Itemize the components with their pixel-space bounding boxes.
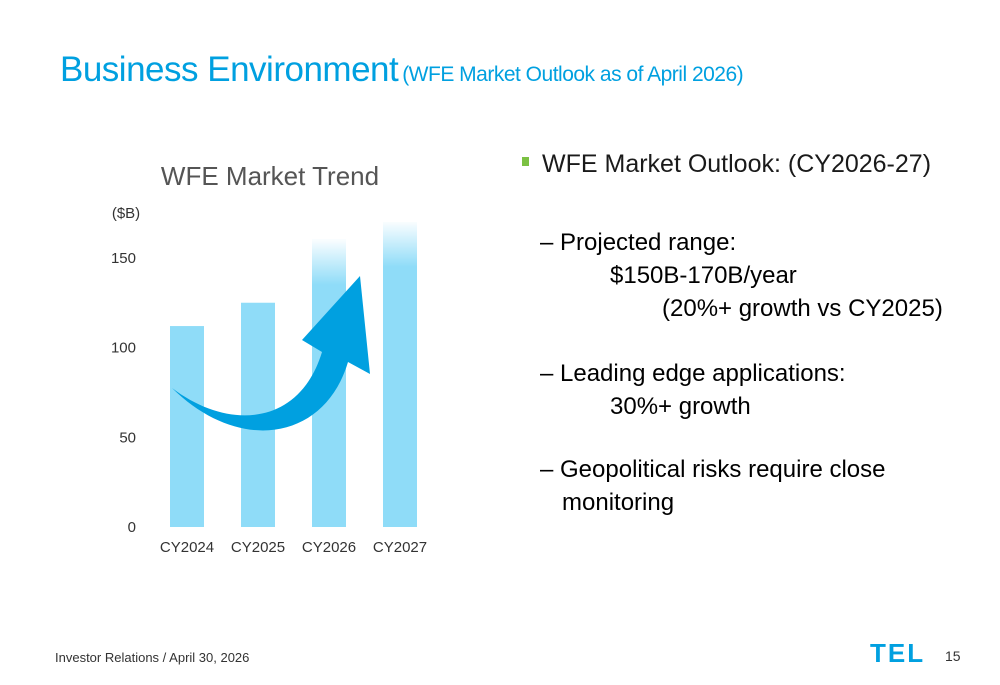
projected-range-label: – Projected range: (540, 229, 737, 256)
slide-title: Business Environment (WFE Market Outlook… (60, 50, 744, 90)
title-main: Business Environment (60, 50, 399, 89)
y-axis-label: ($B) (112, 205, 140, 222)
x-tick-label: CY2026 (302, 539, 356, 556)
footer-text: Investor Relations / April 30, 2026 (55, 650, 250, 665)
x-tick-label: CY2025 (231, 539, 285, 556)
chart-title: WFE Market Trend (161, 161, 379, 191)
tel-logo: TEL (870, 638, 925, 669)
page-number: 15 (945, 648, 961, 664)
logo-text: TEL (870, 638, 926, 668)
bar-fade-cy2026 (312, 239, 346, 285)
geopolitical-line-1: – Geopolitical risks require close (540, 456, 886, 483)
bar-fade-cy2027 (383, 222, 417, 267)
y-tick-label: 50 (119, 429, 136, 446)
leading-edge-label: – Leading edge applications: (540, 360, 846, 387)
x-tick-label: CY2024 (160, 539, 214, 556)
y-tick-label: 100 (111, 340, 136, 357)
y-tick-label: 150 (111, 250, 136, 267)
projected-range-value: $150B-170B/year (610, 262, 797, 289)
projected-range-growth: (20%+ growth vs CY2025) (662, 295, 943, 322)
growth-arrow-icon (172, 276, 370, 431)
outlook-panel: WFE Market Outlook: (CY2026-27) (522, 150, 982, 179)
outlook-heading-text: WFE Market Outlook: (CY2026-27) (542, 150, 932, 178)
geopolitical-line-2: monitoring (562, 489, 675, 516)
title-subtitle: (WFE Market Outlook as of April 2026) (402, 63, 744, 86)
outlook-heading: WFE Market Outlook: (CY2026-27) (522, 150, 982, 179)
x-tick-label: CY2027 (373, 539, 427, 556)
bar-cy2024 (170, 326, 204, 527)
bullet-square-icon (522, 157, 529, 166)
y-tick-label: 0 (128, 519, 136, 536)
bar-cy2027 (383, 222, 417, 527)
leading-edge-value: 30%+ growth (610, 393, 751, 420)
